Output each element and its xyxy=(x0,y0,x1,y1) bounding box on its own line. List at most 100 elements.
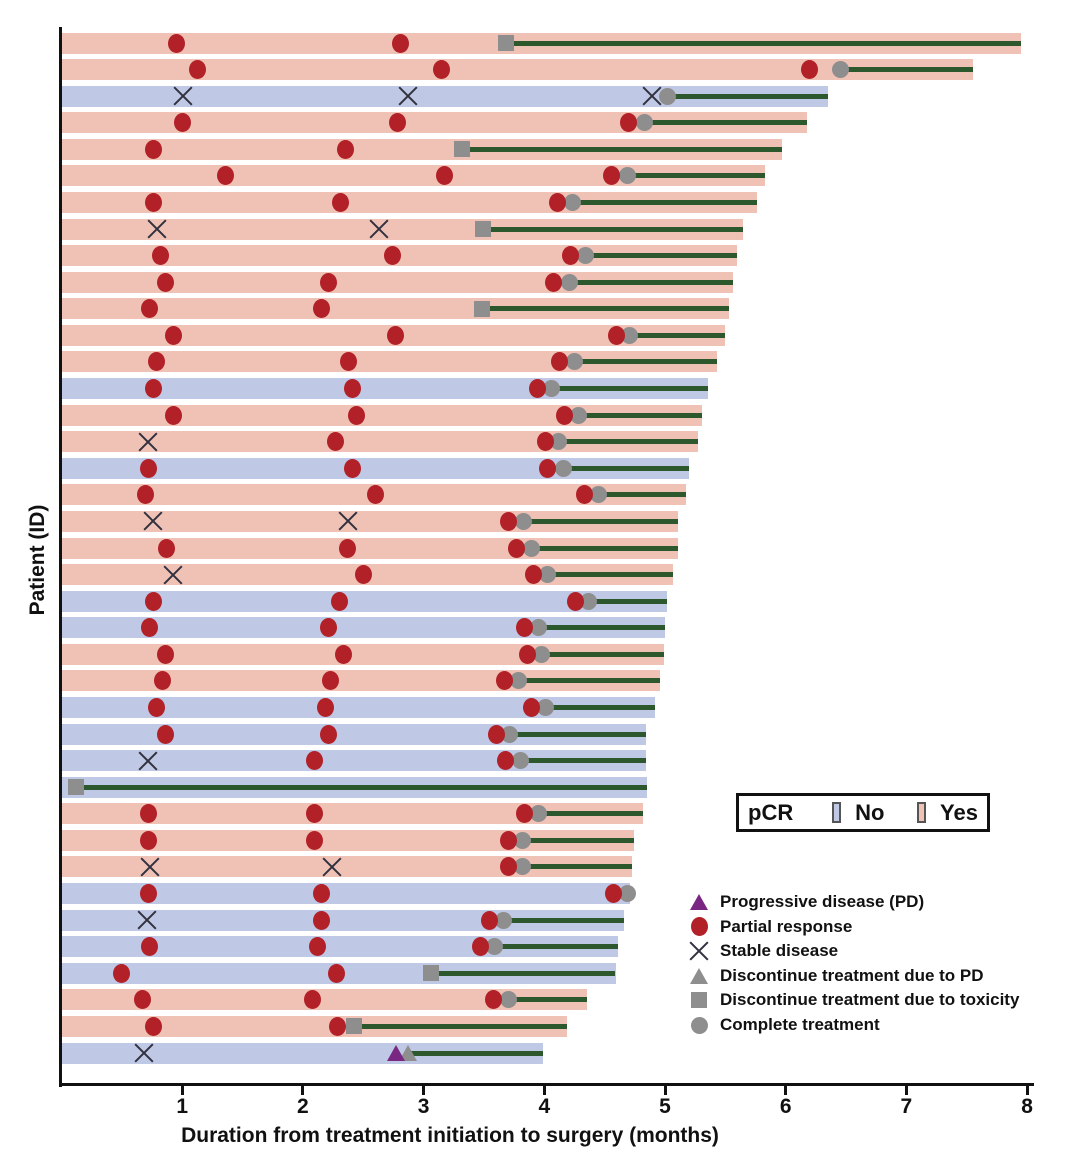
partial-response-marker xyxy=(139,458,157,478)
x-tick-label: 2 xyxy=(297,1095,309,1118)
stable-disease-x-marker xyxy=(162,564,184,586)
partial-response-marker xyxy=(312,299,330,319)
post-treatment-line xyxy=(569,279,733,285)
patient-bar-5-pcr-yes xyxy=(62,138,783,160)
partial-response-marker xyxy=(328,963,346,983)
partial-response-marker xyxy=(141,618,159,638)
patient-bar-23-pcr-no xyxy=(62,617,665,639)
partial-response-marker xyxy=(539,458,557,478)
post-treatment-line xyxy=(574,359,717,365)
partial-response-marker xyxy=(516,804,534,824)
partial-response-marker xyxy=(690,917,708,937)
discontinue-toxicity-marker xyxy=(454,141,471,158)
x-tick xyxy=(904,1086,908,1095)
post-treatment-line xyxy=(629,332,726,338)
stable-disease-x-marker xyxy=(139,856,161,878)
marker-legend-label: Discontinue treatment due to PD xyxy=(720,965,984,985)
x-tick xyxy=(784,1086,788,1095)
complete-treatment-marker xyxy=(539,566,557,584)
post-treatment-line xyxy=(627,173,766,179)
complete-treatment-marker xyxy=(500,725,518,743)
complete-treatment-marker xyxy=(565,353,583,371)
partial-response-marker xyxy=(217,166,235,186)
post-treatment-line xyxy=(518,678,661,684)
partial-response-marker xyxy=(137,485,155,505)
partial-response-marker xyxy=(545,272,563,292)
post-treatment-line xyxy=(541,651,664,657)
complete-treatment-marker xyxy=(576,247,594,265)
partial-response-marker xyxy=(392,33,410,53)
partial-response-marker xyxy=(144,192,162,212)
complete-treatment-marker xyxy=(555,459,573,477)
discontinue-toxicity-marker xyxy=(691,992,707,1009)
post-treatment-line xyxy=(505,40,1022,46)
partial-response-marker xyxy=(330,591,348,611)
partial-response-marker xyxy=(608,325,626,345)
patient-bar-2-pcr-yes xyxy=(62,59,973,81)
post-treatment-line xyxy=(509,731,646,737)
discontinue-toxicity-marker xyxy=(67,779,84,796)
partial-response-marker xyxy=(603,166,621,186)
partial-response-marker xyxy=(499,511,517,531)
partial-response-marker xyxy=(139,830,157,850)
y-axis-line xyxy=(59,27,62,1087)
stable-disease-x-marker xyxy=(641,85,663,107)
partial-response-marker xyxy=(388,113,406,133)
partial-response-marker xyxy=(165,405,183,425)
partial-response-marker xyxy=(306,751,324,771)
partial-response-marker xyxy=(308,937,326,957)
discontinue-toxicity-marker xyxy=(422,965,439,982)
post-treatment-line xyxy=(840,67,973,73)
post-treatment-line xyxy=(585,253,738,259)
partial-response-marker xyxy=(167,33,185,53)
partial-response-marker xyxy=(148,698,166,717)
discontinue-pd-triangle-marker xyxy=(690,967,708,984)
pcr-no-label: No xyxy=(855,799,885,825)
marker-legend-label: Progressive disease (PD) xyxy=(720,892,925,911)
patient-bar-24-pcr-yes xyxy=(62,643,664,665)
complete-treatment-marker xyxy=(569,406,587,424)
patient-bar-22-pcr-no xyxy=(62,590,668,612)
patient-bar-11-pcr-yes xyxy=(62,298,729,320)
partial-response-marker xyxy=(433,60,451,80)
patient-bar-32-pcr-yes xyxy=(62,856,633,878)
patient-bar-37-pcr-yes xyxy=(62,989,587,1011)
partial-response-marker xyxy=(329,1016,347,1036)
patient-bar-15-pcr-yes xyxy=(62,404,703,426)
post-treatment-line xyxy=(522,864,633,870)
partial-response-marker xyxy=(499,830,517,850)
partial-response-marker xyxy=(133,990,151,1010)
partial-response-marker xyxy=(158,538,175,558)
marker-legend-item: Progressive disease (PD) xyxy=(686,890,924,914)
post-treatment-line xyxy=(578,412,703,418)
post-treatment-line xyxy=(644,120,808,126)
partial-response-marker xyxy=(518,644,536,664)
partial-response-marker xyxy=(141,299,159,319)
pd-triangle-icon xyxy=(686,890,712,914)
patient-bar-33-pcr-no xyxy=(62,883,630,905)
post-treatment-line xyxy=(520,758,646,764)
partial-response-marker xyxy=(481,910,499,930)
partial-response-marker xyxy=(495,671,513,691)
post-treatment-line xyxy=(598,492,686,498)
partial-response-marker xyxy=(575,485,593,505)
partial-response-marker xyxy=(340,352,358,372)
post-treatment-line xyxy=(482,226,744,232)
partial-response-marker xyxy=(144,139,162,159)
complete-treatment-marker xyxy=(529,619,547,637)
discontinue-toxicity-marker xyxy=(497,35,514,51)
partial-response-marker xyxy=(312,910,330,930)
post-treatment-line xyxy=(503,917,624,923)
partial-response-marker xyxy=(551,352,569,372)
complete-treatment-marker xyxy=(499,991,517,1009)
partial-response-marker xyxy=(366,485,384,505)
partial-response-marker xyxy=(144,379,162,399)
stable-disease-x-marker xyxy=(142,510,164,532)
complete-treatment-marker xyxy=(543,380,561,398)
partial-response-marker xyxy=(528,379,546,399)
complete-treatment-marker xyxy=(514,831,532,849)
partial-response-marker xyxy=(306,804,324,824)
stable-disease-x-marker xyxy=(146,218,168,240)
partial-response-marker xyxy=(139,884,157,904)
